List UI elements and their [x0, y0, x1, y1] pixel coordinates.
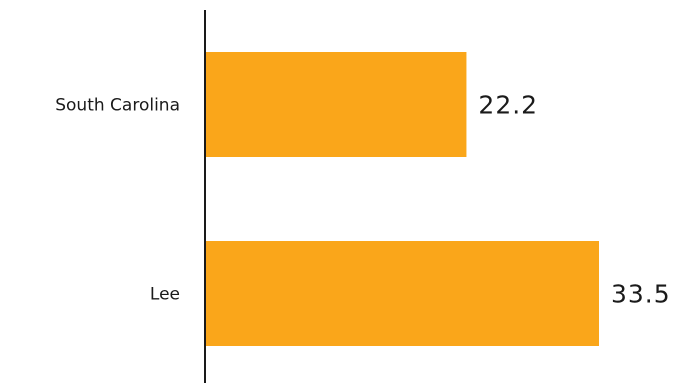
labels-layer: South Carolina 22.2 Lee 33.5 [55, 91, 671, 309]
value-label-south-carolina: 22.2 [478, 91, 538, 120]
value-label-lee: 33.5 [611, 280, 671, 309]
bars-layer [206, 52, 599, 346]
bar-south-carolina [206, 52, 467, 157]
bar-lee [206, 241, 599, 346]
category-label-south-carolina: South Carolina [55, 96, 180, 116]
category-label-lee: Lee [150, 285, 180, 305]
